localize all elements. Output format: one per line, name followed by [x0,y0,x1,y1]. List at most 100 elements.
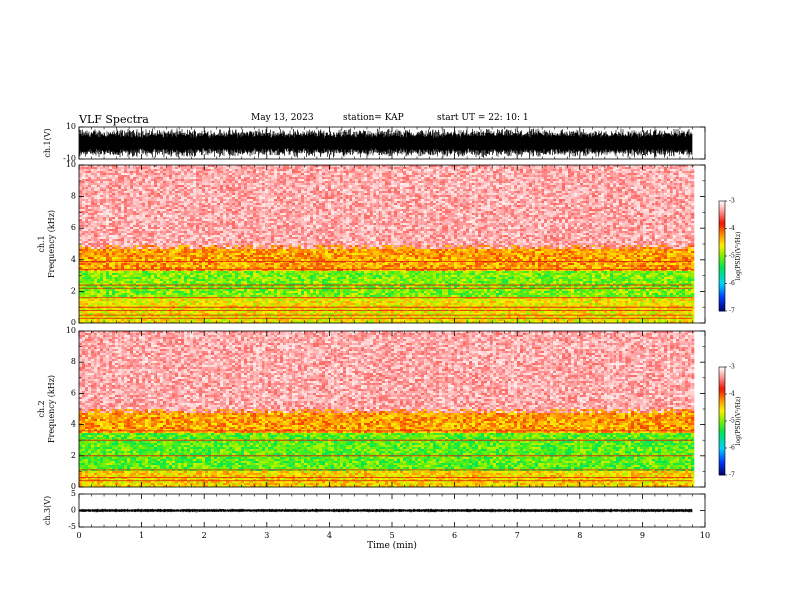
psd-cell [541,185,544,187]
psd-cell [442,181,445,183]
psd-cell [526,195,529,197]
psd-cell [307,167,310,169]
psd-cell [367,175,370,177]
psd-cell [364,203,367,205]
psd-cell [247,173,250,175]
psd-cell [529,189,532,191]
psd-cell [109,177,112,179]
psd-cell [268,169,271,171]
psd-cell [664,185,667,187]
psd-cell [463,173,466,175]
psd-cell [439,185,442,187]
psd-cell [142,167,145,169]
psd-cell [289,171,292,173]
psd-cell [316,195,319,197]
psd-cell [661,177,664,179]
psd-cell [91,181,94,183]
psd-cell [583,201,586,203]
psd-cell [154,187,157,189]
psd-cell [460,169,463,171]
psd-cell [301,191,304,193]
psd-cell [637,183,640,185]
psd-cell [139,185,142,187]
psd-cell [589,167,592,169]
psd-cell [172,179,175,181]
psd-cell [541,209,544,211]
psd-cell [361,167,364,169]
psd-cell [292,197,295,199]
psd-cell [637,189,640,191]
psd-cell [388,183,391,185]
psd-cell [253,197,256,199]
psd-cell [112,171,115,173]
psd-cell [331,171,334,173]
psd-cell [160,171,163,173]
psd-cell [109,167,112,169]
psd-cell [415,193,418,195]
psd-cell [331,193,334,195]
psd-cell [88,169,91,171]
psd-cell [394,203,397,205]
psd-cell [499,195,502,197]
psd-cell [613,181,616,183]
psd-cell [544,179,547,181]
psd-cell [142,201,145,203]
psd-cell [442,195,445,197]
psd-cell [679,197,682,199]
psd-cell [229,189,232,191]
psd-cell [475,191,478,193]
psd-cell [85,211,88,213]
psd-cell [661,187,664,189]
psd-cell [451,173,454,175]
psd-cell [298,193,301,195]
psd-cell [439,191,442,193]
psd-cell [103,195,106,197]
psd-cell [409,171,412,173]
psd-cell [127,205,130,207]
psd-cell [604,177,607,179]
psd-cell [649,175,652,177]
psd-cell [577,189,580,191]
psd-cell [304,189,307,191]
psd-cell [310,185,313,187]
psd-cell [553,209,556,211]
psd-cell [274,193,277,195]
psd-cell [568,167,571,169]
psd-cell [520,177,523,179]
psd-cell [481,173,484,175]
psd-cell [568,197,571,199]
psd-cell [604,187,607,189]
psd-cell [559,203,562,205]
psd-cell [424,177,427,179]
psd-cell [112,175,115,177]
psd-cell [466,195,469,197]
psd-cell [88,205,91,207]
psd-cell [430,207,433,209]
psd-cell [604,199,607,201]
psd-cell [592,203,595,205]
psd-cell [352,177,355,179]
psd-cell [616,183,619,185]
psd-cell [565,203,568,205]
psd-cell [424,195,427,197]
psd-cell [316,171,319,173]
psd-cell [121,201,124,203]
psd-cell [367,191,370,193]
psd-cell [358,171,361,173]
psd-cell [91,177,94,179]
psd-cell [622,207,625,209]
psd-cell [352,175,355,177]
psd-cell [166,193,169,195]
psd-cell [595,197,598,199]
psd-cell [619,203,622,205]
psd-cell [334,205,337,207]
psd-cell [688,209,691,211]
psd-cell [202,209,205,211]
psd-cell [505,181,508,183]
psd-cell [316,179,319,181]
psd-cell [253,183,256,185]
psd-cell [454,175,457,177]
psd-cell [493,189,496,191]
psd-cell [388,167,391,169]
psd-cell [442,201,445,203]
